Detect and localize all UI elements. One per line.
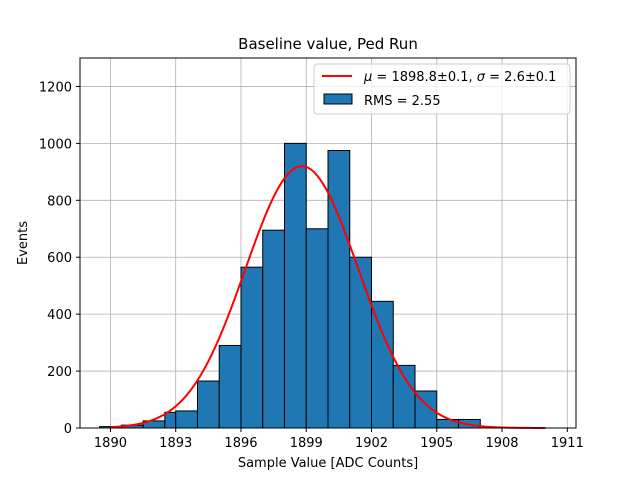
legend: μ = 1898.8±0.1, σ = 2.6±0.1 RMS = 2.55 <box>313 63 571 115</box>
histogram-bar <box>218 344 242 429</box>
histogram-bar <box>327 150 351 429</box>
x-tick-label: 1893 <box>159 436 192 451</box>
legend-mu-value: = 1898.8±0.1, <box>372 70 476 85</box>
x-tick-label: 1908 <box>485 436 518 451</box>
y-tick-label: 800 <box>47 194 72 209</box>
y-axis-label: Events <box>16 221 31 265</box>
legend-hist-label: RMS = 2.55 <box>364 94 441 109</box>
histogram-bar <box>164 411 177 429</box>
x-tick-label: 1911 <box>551 436 584 451</box>
histogram-bar <box>196 380 220 429</box>
y-tick-label: 1200 <box>39 80 72 95</box>
x-axis-label: Sample Value [ADC Counts] <box>238 456 418 471</box>
gaussian-fit-curve <box>110 165 546 429</box>
histogram-bar <box>262 229 285 429</box>
histogram-bar <box>371 300 394 429</box>
histogram-bar <box>240 266 264 429</box>
legend-hist-swatch <box>323 93 353 105</box>
legend-sigma-value: = 2.6±0.1 <box>485 70 556 85</box>
x-tick-label: 1899 <box>290 436 323 451</box>
x-tick-label: 1905 <box>420 436 453 451</box>
x-tick-label: 1890 <box>94 436 127 451</box>
legend-mu-symbol: μ <box>363 70 372 85</box>
y-tick-label: 600 <box>47 251 72 266</box>
y-tick-label: 0 <box>64 422 72 437</box>
chart-title: Baseline value, Ped Run <box>238 35 418 53</box>
y-tick-label: 200 <box>47 365 72 380</box>
plot-frame <box>79 57 577 429</box>
histogram-bar <box>305 228 329 429</box>
histogram-bar <box>392 364 416 429</box>
y-tick-label: 400 <box>47 308 72 323</box>
axis-ticks: 1890 1893 1896 1899 1902 1905 1908 1911 0 200 400 6… <box>39 80 584 451</box>
histogram-bar <box>175 410 198 429</box>
histogram-bar <box>349 256 373 429</box>
histogram-bar <box>283 142 307 429</box>
x-tick-label: 1896 <box>224 436 257 451</box>
legend-fit-label: μ = 1898.8±0.1, σ = 2.6±0.1 <box>363 70 556 85</box>
y-tick-label: 1000 <box>39 137 72 152</box>
x-tick-label: 1902 <box>355 436 388 451</box>
legend-sigma-symbol: σ <box>477 70 486 85</box>
legend-box <box>313 63 571 115</box>
